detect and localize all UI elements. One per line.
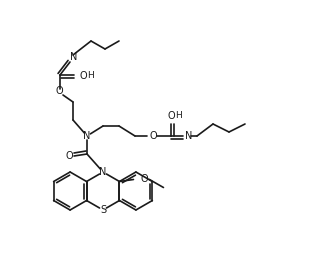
Text: N: N — [83, 131, 91, 141]
Text: O: O — [65, 151, 73, 161]
Text: H: H — [175, 111, 182, 120]
Text: O: O — [141, 173, 148, 184]
Text: O: O — [149, 131, 157, 141]
Text: N: N — [99, 167, 107, 177]
Text: O: O — [55, 86, 63, 96]
Text: O: O — [79, 71, 87, 81]
Text: H: H — [86, 72, 93, 81]
Text: O: O — [167, 111, 175, 121]
Text: N: N — [185, 131, 193, 141]
Text: S: S — [100, 205, 106, 215]
Text: N: N — [70, 52, 78, 62]
